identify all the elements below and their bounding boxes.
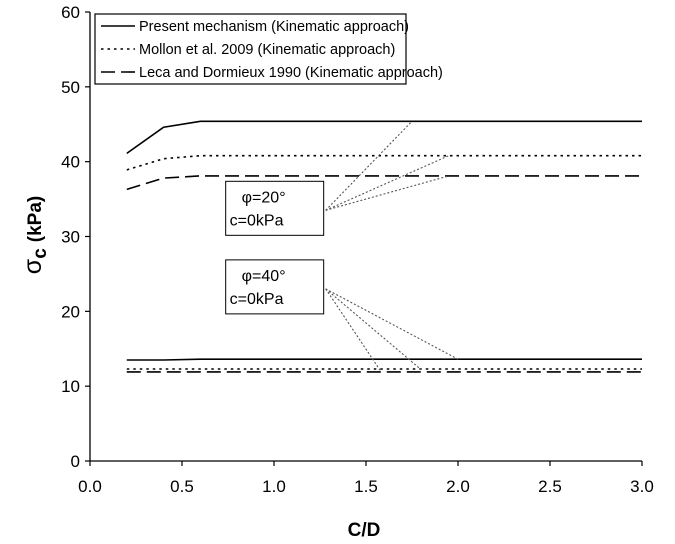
y-axis-title: σc (kPa) [19,196,51,274]
legend-label: Leca and Dormieux 1990 (Kinematic approa… [139,65,443,81]
y-tick-label: 50 [61,78,80,97]
x-tick-label: 2.0 [446,477,470,496]
annotations: φ=20° c=0kPa φ=40° c=0kPa [225,180,325,315]
y-tick-label: 40 [61,153,80,172]
annotation-line1: φ=40° [242,268,286,285]
legend-box [94,13,407,85]
series-lines [126,120,642,373]
series-line-phi20-solid [126,120,642,155]
y-tick-label: 20 [61,302,80,321]
x-tick-label: 0.5 [170,477,194,496]
tick-labels: 0 10 20 30 40 50 60 0.0 0.5 1.0 1.5 2.0 2.5 3.0 [61,3,654,496]
y-axis-title-subscript: c [30,248,51,259]
annotation-pointers [325,120,459,372]
x-tick-label: 3.0 [630,477,654,496]
x-tick-label: 1.0 [262,477,286,496]
annotation-pointer [325,288,382,372]
series-line-phi20-dotted [126,154,642,171]
y-axis-title-unit: (kPa) [25,196,46,242]
y-tick-label: 30 [61,228,80,247]
y-axis-title-symbol: σ [19,258,47,274]
annotation-pointer [325,120,413,211]
annotation-line1: φ=20° [242,189,286,206]
y-tick-label: 60 [61,3,80,22]
annotation-pointer [325,288,459,360]
annotation-box [225,259,325,315]
series-line-phi40-solid [126,358,642,361]
x-tick-label: 2.5 [538,477,562,496]
annotation-pointer [325,288,422,371]
y-tick-label: 0 [71,452,80,471]
annotation-line2: c=0kPa [230,291,284,308]
legend-label: Mollon et al. 2009 (Kinematic approach) [139,42,395,58]
x-tick-label: 1.5 [354,477,378,496]
annotation-box [225,180,325,236]
legend-label: Present mechanism (Kinematic approach) [139,19,409,35]
x-tick-label: 0.0 [78,477,102,496]
annotation-pointer [325,155,450,211]
svg-text:σc(kPa): σc (kPa) [19,196,51,274]
series-line-phi20-dashed [126,175,642,191]
x-axis-title: C/D [348,520,381,541]
axes [85,11,643,466]
annotation-line2: c=0kPa [230,212,284,229]
annotation-pointer [325,175,449,211]
y-tick-label: 10 [61,377,80,396]
legend: Present mechanism (Kinematic approach) Mo… [94,13,443,85]
